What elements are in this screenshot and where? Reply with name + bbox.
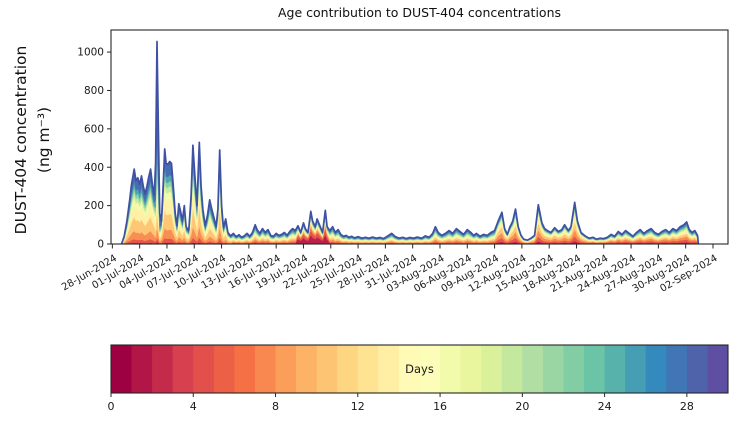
colorbar: 0 4 8 12 16 20 24 28 <box>108 344 729 413</box>
colorbar-segment <box>584 345 605 393</box>
plot-axes <box>110 29 729 245</box>
colorbar-segment <box>357 345 379 393</box>
y-tick-label: 800 <box>84 85 104 97</box>
y-tick-label: 0 <box>97 239 104 251</box>
colorbar-segment <box>707 345 729 393</box>
colorbar-segment <box>625 345 647 393</box>
stacked-areas <box>120 40 700 245</box>
y-tick-label: 1000 <box>77 47 104 59</box>
colorbar-segment <box>604 345 626 393</box>
colorbar-segment <box>193 345 215 393</box>
colorbar-segment <box>542 345 564 393</box>
colorbar-segment <box>275 345 297 393</box>
plot-frame <box>110 29 729 245</box>
colorbar-label: Days <box>405 362 434 376</box>
colorbar-segment <box>213 345 235 393</box>
colorbar-tick-label: 28 <box>680 400 694 413</box>
chart-title: Age contribution to DUST-404 concentrati… <box>277 5 562 20</box>
colorbar-tick-label: 20 <box>515 400 529 413</box>
colorbar-frame <box>110 344 729 394</box>
colorbar-segment <box>522 345 544 393</box>
colorbar-segment <box>337 345 359 393</box>
y-tick-label: 200 <box>84 200 104 212</box>
colorbar-segment <box>666 345 688 393</box>
colorbar-segment <box>481 345 503 393</box>
colorbar-segment <box>152 345 174 393</box>
y-axis-ticks: 0 200 400 600 800 1000 <box>77 47 111 251</box>
colorbar-segment <box>398 345 420 393</box>
colorbar-tick-label: 0 <box>108 400 115 413</box>
colorbar-segment <box>254 345 276 393</box>
colorbar-tick-label: 16 <box>433 400 447 413</box>
total-envelope-line <box>120 40 700 245</box>
colorbar-segment <box>111 345 132 393</box>
colorbar-segment <box>378 345 400 393</box>
colorbar-tick-label: 12 <box>351 400 365 413</box>
y-tick-label: 400 <box>84 162 104 174</box>
colorbar-segment <box>316 345 338 393</box>
colorbar-segment <box>460 345 482 393</box>
colorbar-segment <box>296 345 318 393</box>
colorbar-segment <box>645 345 667 393</box>
y-tick-label: 600 <box>84 123 104 135</box>
colorbar-segment <box>234 345 256 393</box>
colorbar-segment <box>131 345 153 393</box>
colorbar-segment <box>419 345 441 393</box>
colorbar-segment <box>686 345 708 393</box>
colorbar-segment <box>440 345 462 393</box>
colorbar-tick-label: 4 <box>190 400 197 413</box>
x-axis-ticks: 28-Jun-202401-Jul-202404-Jul-202407-Jul-… <box>60 244 719 295</box>
colorbar-segment <box>172 345 194 393</box>
colorbar-segment <box>501 345 523 393</box>
colorbar-tick-label: 24 <box>598 400 612 413</box>
colorbar-tick-label: 8 <box>272 400 279 413</box>
colorbar-segment <box>563 345 585 393</box>
